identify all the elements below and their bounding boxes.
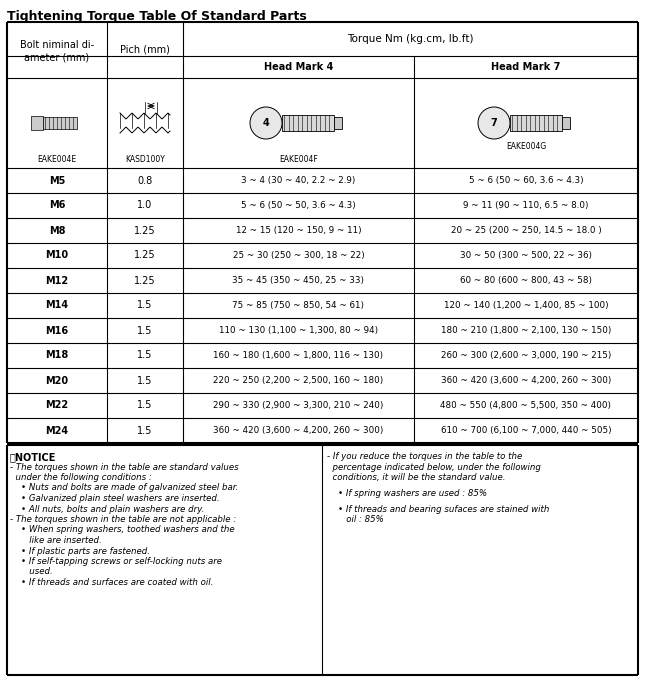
Text: 260 ~ 300 (2,600 ~ 3,000, 190 ~ 215): 260 ~ 300 (2,600 ~ 3,000, 190 ~ 215) [441,351,611,360]
Text: 360 ~ 420 (3,600 ~ 4,200, 260 ~ 300): 360 ~ 420 (3,600 ~ 4,200, 260 ~ 300) [441,376,611,385]
Circle shape [250,107,282,139]
Text: 1.25: 1.25 [134,276,156,286]
Text: 35 ~ 45 (350 ~ 450, 25 ~ 33): 35 ~ 45 (350 ~ 450, 25 ~ 33) [232,276,364,285]
Text: Pich (mm): Pich (mm) [120,45,170,55]
Text: M5: M5 [49,175,65,186]
Text: • Nuts and bolts are made of galvanized steel bar.: • Nuts and bolts are made of galvanized … [10,484,238,492]
Text: 3 ~ 4 (30 ~ 40, 2.2 ~ 2.9): 3 ~ 4 (30 ~ 40, 2.2 ~ 2.9) [241,176,355,185]
Text: 220 ~ 250 (2,200 ~ 2,500, 160 ~ 180): 220 ~ 250 (2,200 ~ 2,500, 160 ~ 180) [213,376,384,385]
Text: Head Mark 4: Head Mark 4 [264,62,333,72]
Circle shape [478,107,510,139]
Text: ameter (mm): ameter (mm) [25,52,90,62]
Text: EAKE004F: EAKE004F [279,155,318,164]
Text: M20: M20 [45,376,68,385]
Text: under the following conditions :: under the following conditions : [10,473,152,482]
Text: percentage indicated below, under the following: percentage indicated below, under the fo… [327,462,541,471]
Text: Tightening Torque Table Of Standard Parts: Tightening Torque Table Of Standard Part… [7,10,307,23]
Bar [334,117,342,129]
Text: 360 ~ 420 (3,600 ~ 4,200, 260 ~ 300): 360 ~ 420 (3,600 ~ 4,200, 260 ~ 300) [213,426,384,435]
Text: 60 ~ 80 (600 ~ 800, 43 ~ 58): 60 ~ 80 (600 ~ 800, 43 ~ 58) [460,276,592,285]
Text: M12: M12 [45,276,68,286]
Text: 290 ~ 330 (2,900 ~ 3,300, 210 ~ 240): 290 ~ 330 (2,900 ~ 3,300, 210 ~ 240) [213,401,384,410]
Text: • If spring washers are used : 85%: • If spring washers are used : 85% [327,489,487,498]
Text: 1.5: 1.5 [137,426,153,436]
Text: 160 ~ 180 (1,600 ~ 1,800, 116 ~ 130): 160 ~ 180 (1,600 ~ 1,800, 116 ~ 130) [213,351,384,360]
Text: M8: M8 [49,226,65,235]
Text: • If threads and surfaces are coated with oil.: • If threads and surfaces are coated wit… [10,578,213,587]
Bar [43,117,77,129]
Text: • All nuts, bolts and plain washers are dry.: • All nuts, bolts and plain washers are … [10,505,204,514]
Text: 1.25: 1.25 [134,226,156,235]
Text: oil : 85%: oil : 85% [327,515,384,524]
Text: 1.5: 1.5 [137,325,153,336]
Text: 25 ~ 30 (250 ~ 300, 18 ~ 22): 25 ~ 30 (250 ~ 300, 18 ~ 22) [233,251,364,260]
Text: Head Mark 7: Head Mark 7 [491,62,561,72]
Text: 480 ~ 550 (4,800 ~ 5,500, 350 ~ 400): 480 ~ 550 (4,800 ~ 5,500, 350 ~ 400) [441,401,611,410]
Text: • Galvanized plain steel washers are inserted.: • Galvanized plain steel washers are ins… [10,494,220,503]
Text: 1.5: 1.5 [137,351,153,361]
Text: 7: 7 [491,118,497,128]
Text: - If you reduce the torques in the table to the: - If you reduce the torques in the table… [327,452,522,461]
Text: ⓃNOTICE: ⓃNOTICE [10,452,56,462]
Text: 12 ~ 15 (120 ~ 150, 9 ~ 11): 12 ~ 15 (120 ~ 150, 9 ~ 11) [235,226,361,235]
Bar [31,116,43,130]
Bar [510,115,562,131]
Text: EAKE004E: EAKE004E [37,155,77,164]
Text: conditions, it will be the standard value.: conditions, it will be the standard valu… [327,473,506,482]
Text: 20 ~ 25 (200 ~ 250, 14.5 ~ 18.0 ): 20 ~ 25 (200 ~ 250, 14.5 ~ 18.0 ) [451,226,601,235]
Text: 5 ~ 6 (50 ~ 60, 3.6 ~ 4.3): 5 ~ 6 (50 ~ 60, 3.6 ~ 4.3) [469,176,583,185]
Text: M14: M14 [45,301,68,310]
Text: 110 ~ 130 (1,100 ~ 1,300, 80 ~ 94): 110 ~ 130 (1,100 ~ 1,300, 80 ~ 94) [219,326,378,335]
Text: 4: 4 [263,118,270,128]
Text: - The torques shown in the table are not applicable :: - The torques shown in the table are not… [10,515,236,524]
Text: 1.0: 1.0 [137,201,153,211]
Text: • When spring washers, toothed washers and the: • When spring washers, toothed washers a… [10,526,235,535]
Text: used.: used. [10,567,53,576]
Text: • If threads and bearing sufaces are stained with: • If threads and bearing sufaces are sta… [327,505,550,514]
Text: 180 ~ 210 (1,800 ~ 2,100, 130 ~ 150): 180 ~ 210 (1,800 ~ 2,100, 130 ~ 150) [441,326,611,335]
Text: M6: M6 [49,201,65,211]
Text: 610 ~ 700 (6,100 ~ 7,000, 440 ~ 505): 610 ~ 700 (6,100 ~ 7,000, 440 ~ 505) [441,426,611,435]
Text: - The torques shown in the table are standard values: - The torques shown in the table are sta… [10,462,239,471]
Bar [282,115,334,131]
Text: M10: M10 [45,250,68,261]
Text: 75 ~ 85 (750 ~ 850, 54 ~ 61): 75 ~ 85 (750 ~ 850, 54 ~ 61) [232,301,364,310]
Text: • If plastic parts are fastened.: • If plastic parts are fastened. [10,546,150,556]
Text: M16: M16 [45,325,68,336]
Text: KASD100Y: KASD100Y [125,155,165,164]
Text: EAKE004G: EAKE004G [506,142,546,151]
Text: 9 ~ 11 (90 ~ 110, 6.5 ~ 8.0): 9 ~ 11 (90 ~ 110, 6.5 ~ 8.0) [463,201,589,210]
Text: 30 ~ 50 (300 ~ 500, 22 ~ 36): 30 ~ 50 (300 ~ 500, 22 ~ 36) [460,251,592,260]
Text: • If self-tapping screws or self-locking nuts are: • If self-tapping screws or self-locking… [10,557,222,566]
Text: M18: M18 [45,351,68,361]
Text: Torque Nm (kg.cm, lb.ft): Torque Nm (kg.cm, lb.ft) [347,34,473,44]
Text: 1.5: 1.5 [137,376,153,385]
Text: 1.5: 1.5 [137,400,153,411]
Bar [562,117,570,129]
Text: 1.5: 1.5 [137,301,153,310]
Text: 1.25: 1.25 [134,250,156,261]
Text: M24: M24 [45,426,68,436]
Text: M22: M22 [45,400,68,411]
Text: like are inserted.: like are inserted. [10,536,102,545]
Text: 0.8: 0.8 [137,175,153,186]
Text: Bolt niminal di-: Bolt niminal di- [20,40,94,50]
Text: 5 ~ 6 (50 ~ 50, 3.6 ~ 4.3): 5 ~ 6 (50 ~ 50, 3.6 ~ 4.3) [241,201,356,210]
Text: 120 ~ 140 (1,200 ~ 1,400, 85 ~ 100): 120 ~ 140 (1,200 ~ 1,400, 85 ~ 100) [444,301,608,310]
